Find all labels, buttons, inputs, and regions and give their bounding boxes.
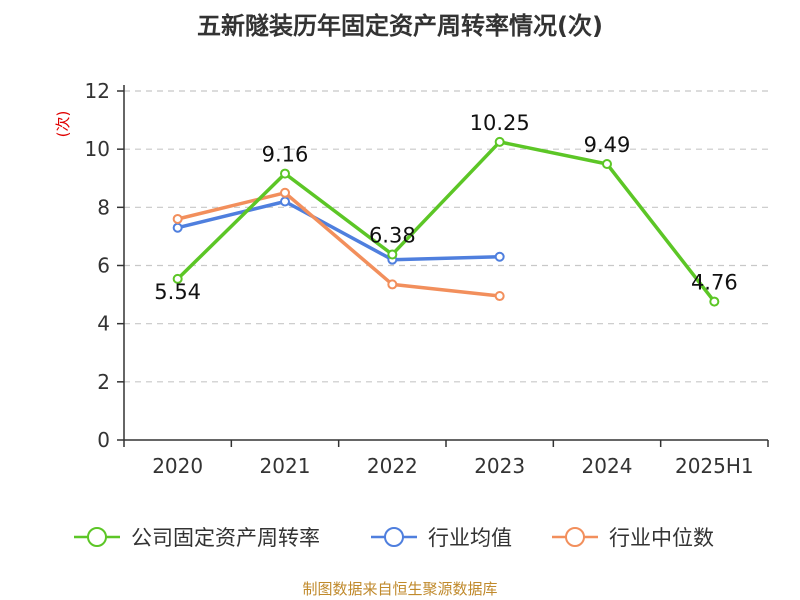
series-line — [175, 140, 717, 304]
y-tick-label: 10 — [85, 137, 110, 161]
legend: 公司固定资产周转率 行业均值 行业中位数 — [74, 526, 714, 550]
series-layer — [172, 136, 720, 307]
data-label: 10.25 — [470, 111, 530, 135]
data-labels: 5.54 9.16 6.38 10.25 9.49 4.76 — [154, 111, 737, 304]
y-tick-label: 12 — [85, 79, 110, 103]
axes — [123, 85, 768, 441]
source-note: 制图数据来自恒生聚源数据库 — [302, 580, 497, 598]
y-tick-label: 2 — [97, 370, 110, 394]
data-point — [494, 291, 505, 302]
x-tick-label: 2023 — [474, 454, 525, 478]
x-tick-label: 2020 — [152, 454, 203, 478]
x-tick-label: 2025H1 — [675, 454, 754, 478]
legend-item[interactable]: 行业均值 — [371, 526, 512, 550]
data-point — [280, 168, 290, 179]
x-axis-ticks: 2020 2021 2022 2023 2024 2025H1 — [123, 440, 769, 478]
data-point — [494, 136, 505, 147]
chart-title: 五新隧装历年固定资产周转率情况(次) — [197, 12, 603, 40]
data-point — [172, 213, 183, 224]
x-tick-label: 2022 — [367, 454, 418, 478]
data-point — [387, 249, 398, 260]
data-point — [709, 296, 720, 307]
data-point — [280, 196, 290, 207]
data-point — [280, 187, 290, 198]
data-label: 9.16 — [262, 143, 309, 167]
legend-swatch-marker — [87, 527, 107, 547]
data-point — [172, 273, 183, 284]
y-tick-label: 0 — [97, 428, 110, 452]
data-label: 9.49 — [584, 133, 631, 157]
y-axis-label: (次) — [54, 111, 72, 138]
y-tick-label: 4 — [97, 312, 110, 336]
legend-label: 公司固定资产周转率 — [131, 526, 320, 550]
x-tick-label: 2024 — [582, 454, 633, 478]
grid-lines — [124, 90, 768, 383]
y-tick-label: 6 — [97, 254, 110, 278]
legend-item[interactable]: 行业中位数 — [552, 526, 714, 550]
legend-swatch-marker — [384, 527, 404, 547]
x-tick-label: 2021 — [260, 454, 311, 478]
legend-label: 行业均值 — [428, 526, 512, 550]
data-point — [494, 251, 505, 262]
data-point — [172, 222, 183, 233]
data-point — [602, 158, 612, 169]
legend-label: 行业中位数 — [609, 526, 714, 550]
legend-swatch-marker — [565, 527, 585, 547]
y-tick-label: 8 — [97, 195, 110, 219]
data-point — [387, 279, 398, 290]
y-axis-ticks: 0 2 4 6 8 10 12 — [85, 79, 124, 452]
data-label: 5.54 — [154, 280, 201, 304]
series-line — [175, 199, 502, 262]
data-label: 6.38 — [369, 223, 416, 247]
series-line — [175, 191, 502, 298]
data-label: 4.76 — [691, 271, 738, 295]
legend-item[interactable]: 公司固定资产周转率 — [74, 526, 320, 550]
